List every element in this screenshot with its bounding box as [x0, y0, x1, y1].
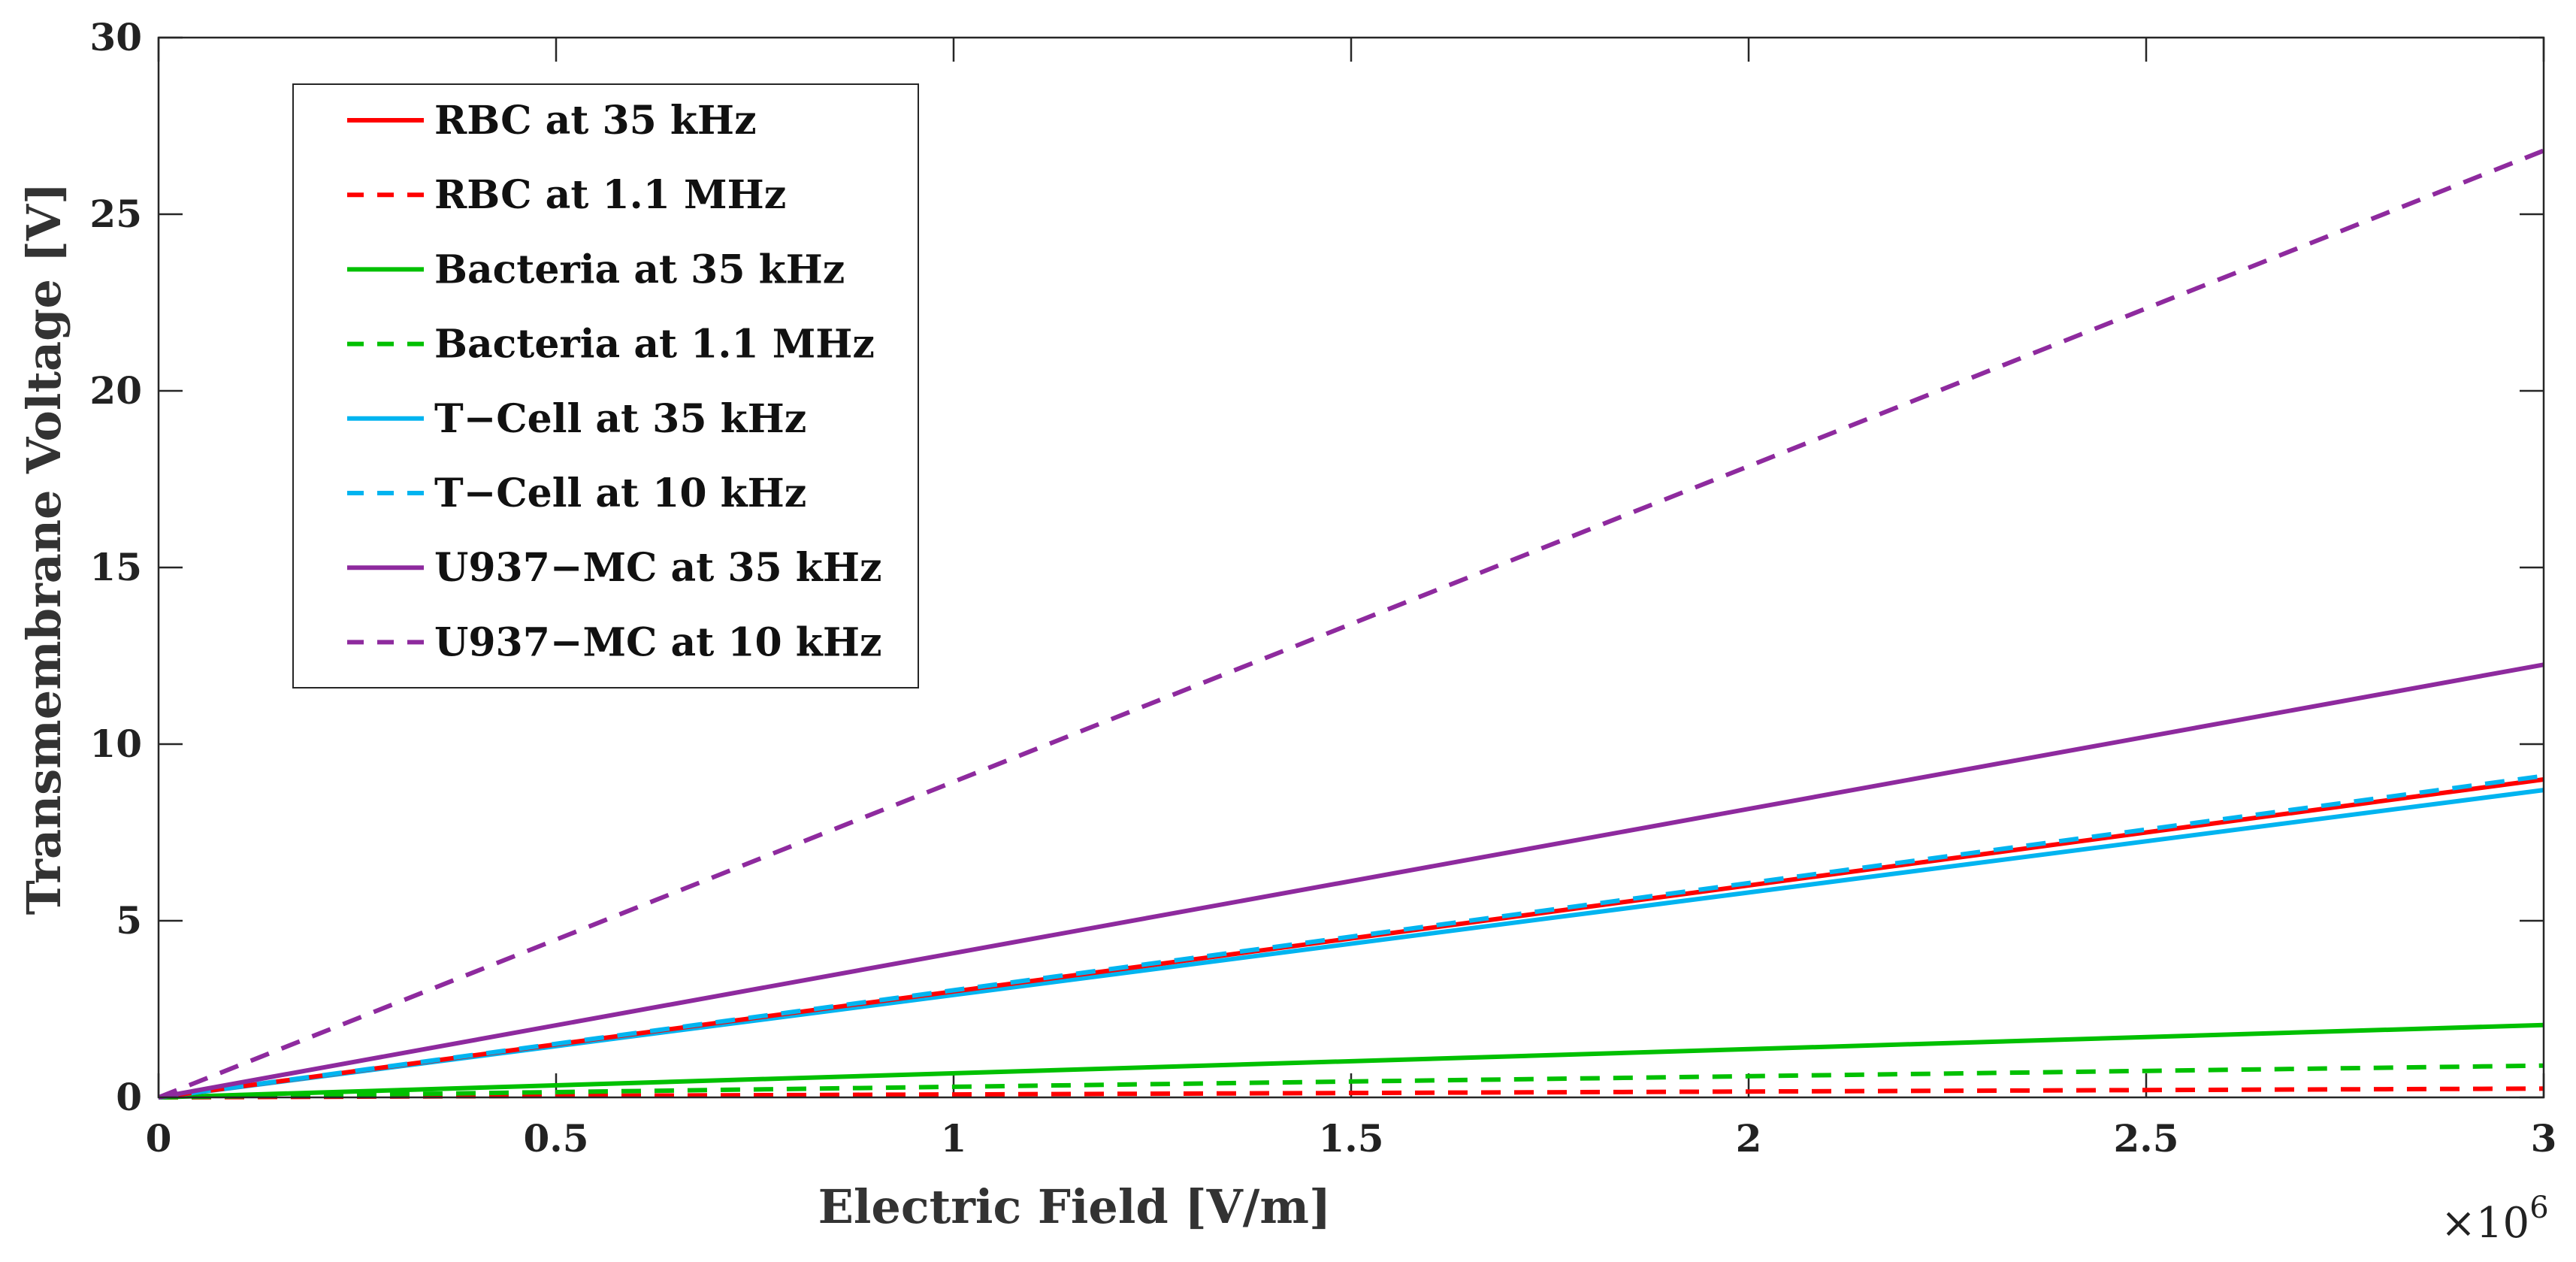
- plot-series: [157, 148, 2545, 1100]
- series-line-2: [158, 1022, 2544, 1100]
- legend-label: RBC at 1.1 MHz: [434, 172, 786, 218]
- series-line-3: [158, 1063, 2544, 1100]
- y-axis-title: Transmembrane Voltage [V]: [17, 183, 71, 915]
- x-tick-label: 0: [146, 1116, 172, 1161]
- plot-frame: [157, 36, 2545, 1099]
- x-tick-label: 2: [1736, 1116, 1762, 1161]
- legend-label: T−Cell at 35 kHz: [434, 396, 806, 442]
- x-axis-title: Electric Field [V/m]: [818, 1179, 1332, 1234]
- legend-label: Bacteria at 1.1 MHz: [434, 322, 875, 368]
- legend-label: U937−MC at 35 kHz: [434, 545, 882, 591]
- x-tick-label: 1: [941, 1116, 967, 1161]
- x-tick-label: 1.5: [1319, 1116, 1384, 1161]
- x-multiplier-base: ×10: [2441, 1199, 2529, 1248]
- legend-label: RBC at 35 kHz: [434, 98, 757, 144]
- y-tick-label: 15: [89, 545, 142, 589]
- y-tick-label: 10: [89, 722, 142, 766]
- series-line-6: [158, 662, 2544, 1100]
- legend-label: Bacteria at 35 kHz: [434, 247, 845, 292]
- x-axis-multiplier: ×106: [2441, 1191, 2549, 1248]
- legend-label: U937−MC at 10 kHz: [434, 619, 882, 665]
- legend-box: [292, 83, 919, 689]
- series-line-5: [158, 773, 2544, 1100]
- series-line-1: [158, 1086, 2544, 1100]
- y-tick-label: 20: [89, 368, 142, 413]
- x-tick-label: 2.5: [2114, 1116, 2179, 1161]
- y-tick-label: 25: [89, 192, 142, 236]
- x-tick-label: 3: [2531, 1116, 2557, 1161]
- legend-label: T−Cell at 10 kHz: [434, 471, 806, 516]
- legend: RBC at 35 kHz RBC at 1.1 MHz Bacteria at 3…: [292, 83, 919, 689]
- x-tick-label: 0.5: [524, 1116, 589, 1161]
- y-tick-label: 30: [89, 15, 142, 59]
- y-tick-label: 5: [116, 898, 142, 943]
- y-tick-label: 0: [116, 1075, 142, 1119]
- x-multiplier-exponent: 6: [2529, 1191, 2548, 1225]
